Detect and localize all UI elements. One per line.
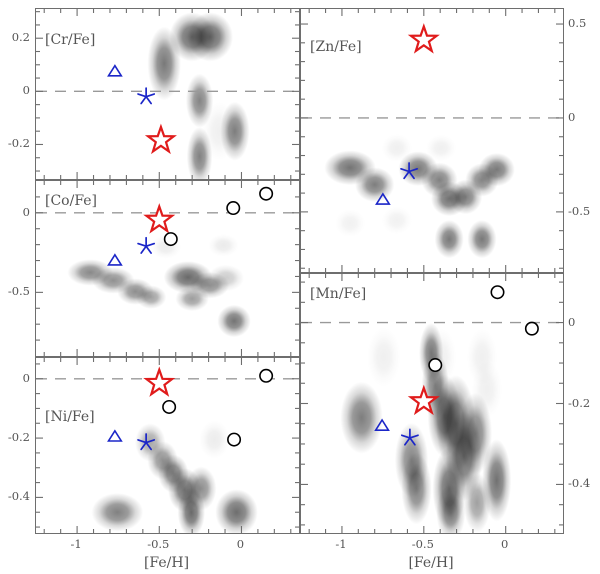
- marker-triangle: [374, 418, 390, 431]
- marker-asterisk: [137, 236, 156, 254]
- tick-marks: [36, 181, 299, 356]
- marker-circle: [163, 232, 178, 247]
- markers: [375, 23, 440, 205]
- x-tick-label: -0.5: [411, 537, 434, 551]
- density-cloud: [91, 420, 258, 533]
- y-tick-label: -0.5: [7, 284, 30, 299]
- plot-area-zn: [301, 9, 563, 272]
- density-cloud: [324, 134, 515, 259]
- y-tick-label: -0.2: [7, 430, 30, 445]
- x-axis-title: [Fe/H]: [408, 555, 454, 571]
- marker-circle: [226, 201, 241, 216]
- x-tick-label: -1: [335, 537, 347, 551]
- tick-marks: [301, 274, 563, 533]
- x-tick-label: -1: [70, 537, 82, 551]
- marker-star: [407, 384, 440, 416]
- marker-circle: [259, 186, 274, 201]
- x-tick-label: 0: [501, 537, 509, 551]
- tick-marks: [301, 9, 563, 272]
- density-cloud: [340, 322, 512, 533]
- panel-co: [35, 180, 300, 357]
- panel-title-zn: [Zn/Fe]: [310, 39, 362, 55]
- marker-asterisk: [400, 428, 419, 446]
- x-tick-label: 0: [236, 537, 245, 551]
- density-cloud: [147, 12, 250, 179]
- y-tick-label: 0.2: [11, 30, 30, 45]
- density-cloud: [67, 234, 251, 338]
- panel-zn: [300, 8, 564, 273]
- marker-star: [144, 123, 177, 155]
- y-tick-label: -0.2: [7, 136, 30, 151]
- markers: [374, 285, 539, 446]
- x-tick-label: -0.5: [147, 537, 170, 551]
- marker-triangle: [107, 64, 123, 77]
- panel-title-co: [Co/Fe]: [45, 193, 98, 209]
- y-tick-label: 0: [22, 83, 30, 98]
- marker-star: [143, 203, 176, 234]
- markers: [107, 366, 274, 451]
- y-tick-label: 0: [22, 370, 30, 385]
- panel-title-ni: [Ni/Fe]: [45, 409, 95, 425]
- marker-triangle: [107, 253, 123, 266]
- marker-circle: [259, 368, 274, 383]
- tick-marks: [36, 358, 299, 533]
- y-tick-label: 0: [568, 109, 576, 124]
- marker-triangle: [375, 192, 391, 205]
- marker-circle: [524, 321, 539, 336]
- marker-star: [407, 23, 440, 54]
- marker-circle: [428, 358, 443, 373]
- plot-area-cr: [36, 9, 299, 179]
- marker-circle: [490, 285, 505, 300]
- y-tick-label: 0.5: [568, 16, 587, 31]
- marker-circle: [162, 399, 177, 414]
- markers: [107, 64, 177, 155]
- panel-title-mn: [Mn/Fe]: [310, 286, 367, 302]
- marker-asterisk: [400, 162, 419, 180]
- panel-mn: [300, 273, 564, 534]
- marker-circle: [227, 432, 242, 447]
- marker-triangle: [107, 429, 123, 442]
- y-tick-label: 0: [22, 204, 30, 219]
- y-tick-label: -0.4: [7, 489, 30, 504]
- panel-cr: [35, 8, 300, 180]
- panel-title-cr: [Cr/Fe]: [45, 32, 96, 48]
- y-tick-label: -0.2: [568, 395, 591, 410]
- plot-area-co: [36, 181, 299, 356]
- plot-area-ni: [36, 358, 299, 533]
- panel-ni: [35, 357, 300, 534]
- x-axis-title: [Fe/H]: [143, 555, 190, 571]
- marker-asterisk: [137, 433, 156, 451]
- y-tick-label: -0.4: [568, 476, 591, 491]
- markers: [107, 186, 274, 266]
- y-tick-label: 0: [568, 314, 576, 329]
- y-tick-label: -0.5: [568, 203, 591, 218]
- tick-marks: [36, 9, 299, 179]
- plot-area-mn: [301, 274, 563, 533]
- marker-star: [143, 366, 176, 397]
- marker-asterisk: [137, 87, 156, 105]
